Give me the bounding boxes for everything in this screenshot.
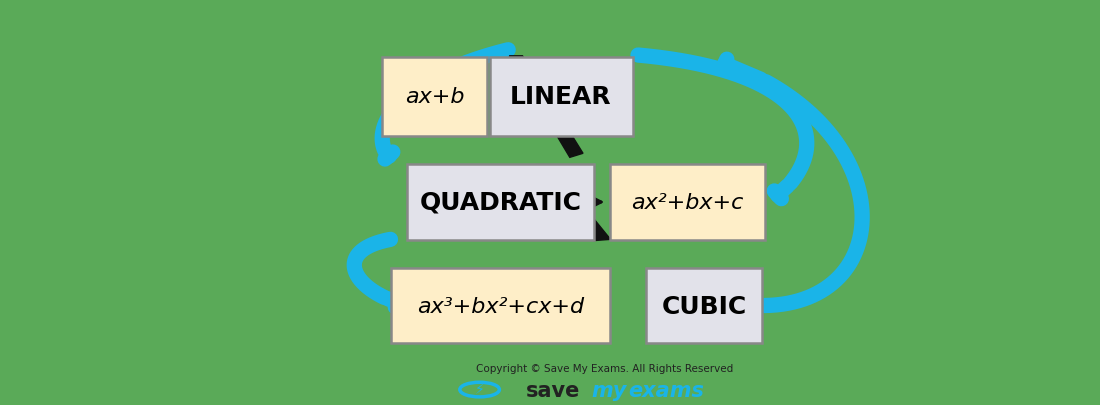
Text: ax³+bx²+cx+d: ax³+bx²+cx+d — [417, 296, 584, 316]
Text: my: my — [592, 379, 627, 400]
Text: ax+b: ax+b — [405, 87, 464, 107]
Polygon shape — [509, 57, 583, 158]
FancyBboxPatch shape — [383, 58, 486, 136]
Text: save: save — [526, 379, 580, 400]
FancyBboxPatch shape — [490, 58, 632, 136]
Text: ax²+bx+c: ax²+bx+c — [631, 192, 744, 213]
Text: Copyright © Save My Exams. All Rights Reserved: Copyright © Save My Exams. All Rights Re… — [476, 363, 734, 373]
Text: CUBIC: CUBIC — [661, 294, 747, 318]
Text: QUADRATIC: QUADRATIC — [419, 190, 582, 215]
FancyBboxPatch shape — [647, 268, 761, 343]
FancyBboxPatch shape — [390, 268, 611, 343]
Text: LINEAR: LINEAR — [510, 85, 612, 109]
FancyBboxPatch shape — [610, 165, 764, 240]
FancyBboxPatch shape — [407, 165, 594, 240]
Text: ⚡: ⚡ — [475, 383, 484, 396]
Text: exams: exams — [628, 379, 704, 400]
Polygon shape — [536, 165, 610, 241]
